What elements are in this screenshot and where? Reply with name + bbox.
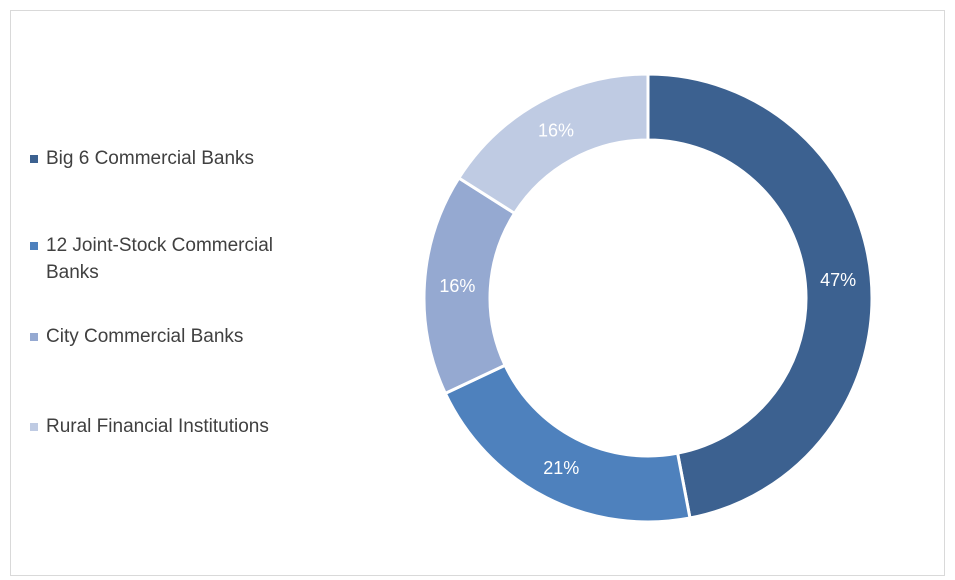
legend-item-rural: Rural Financial Institutions xyxy=(30,413,316,440)
donut-slice-rural xyxy=(456,72,650,216)
legend-label-rural: Rural Financial Institutions xyxy=(46,416,269,437)
data-label-joint-stock: 21% xyxy=(543,458,579,478)
legend-swatch-big-6 xyxy=(30,155,38,163)
legend-label-big-6: Big 6 Commercial Banks xyxy=(46,148,255,169)
donut-slice-joint-stock xyxy=(443,363,692,524)
legend-item-big-6: Big 6 Commercial Banks xyxy=(30,145,316,172)
donut-slice-big-6 xyxy=(646,72,874,520)
legend-label-joint-stock: 12 Joint-Stock Commercial Banks xyxy=(46,235,274,283)
data-label-rural: 16% xyxy=(538,121,574,141)
legend-item-joint-stock: 12 Joint-Stock Commercial Banks xyxy=(30,232,311,286)
legend-label-city: City Commercial Banks xyxy=(46,326,244,347)
data-label-big-6: 47% xyxy=(820,270,856,290)
legend-swatch-city xyxy=(30,333,38,341)
data-label-city: 16% xyxy=(439,276,475,296)
donut-data-labels: 47% 21% 16% 16% xyxy=(439,121,856,479)
legend-swatch-rural xyxy=(30,423,38,431)
legend-item-city: City Commercial Banks xyxy=(30,323,316,350)
legend-swatch-joint-stock xyxy=(30,242,38,250)
donut-slices xyxy=(422,72,874,524)
